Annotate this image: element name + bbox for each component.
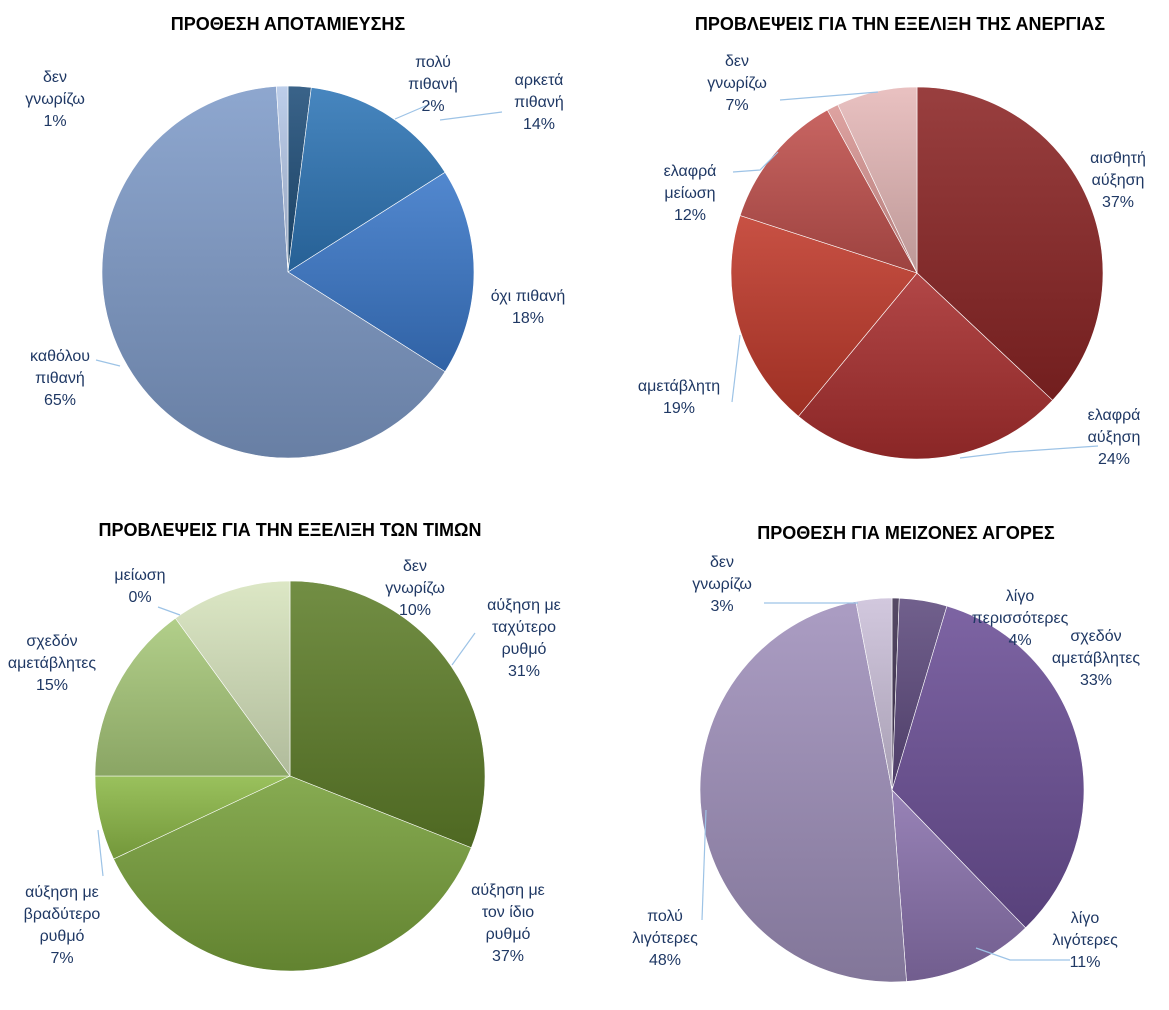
pie-slice [916, 86, 1104, 401]
slice-label: λίγο περισσότερες 4% [972, 588, 1069, 649]
slice-label: μείωση 0% [114, 567, 165, 606]
pie-chart-prices-forecast: ΠΡΟΒΛΕΨΕΙΣ ΓΙΑ ΤΗΝ ΕΞΕΛΙΞΗ ΤΩΝ ΤΙΜΩΝ αύξη… [8, 520, 561, 972]
slice-label: δεν γνωρίζω 10% [385, 558, 445, 619]
pie-chart-major-purchases: ΠΡΟΘΕΣΗ ΓΙΑ ΜΕΙΖΟΝΕΣ ΑΓΟΡΕΣ λίγο περισσότε… [632, 523, 1141, 983]
slice-label: πολύ πιθανή 2% [408, 54, 458, 115]
slice-label: δεν γνωρίζω 1% [25, 69, 85, 130]
slice-label: αύξηση με ταχύτερο ρυθμό 31% [487, 597, 561, 680]
slice-label: αισθητή αύξηση 37% [1090, 150, 1146, 211]
slice-label: δεν γνωρίζω 3% [692, 554, 752, 615]
leader-line [157, 606, 181, 616]
pie-slice [276, 85, 289, 273]
slice-label: ελαφρά μείωση 12% [664, 163, 717, 224]
pie-slice [798, 272, 1054, 460]
pie [94, 580, 486, 972]
leader-line [779, 91, 879, 101]
chart-title: ΠΡΟΒΛΕΨΕΙΣ ΓΙΑ ΤΗΝ ΕΞΕΛΙΞΗ ΤΩΝ ΤΙΜΩΝ [99, 520, 482, 540]
pie-slice [855, 597, 893, 791]
chart-title: ΠΡΟΒΛΕΨΕΙΣ ΓΙΑ ΤΗΝ ΕΞΕΛΙΞΗ ΤΗΣ ΑΝΕΡΓΙΑΣ [695, 14, 1105, 34]
pie-slice [837, 86, 918, 274]
slice-label: σχεδόν αμετάβλητες 33% [1052, 628, 1141, 689]
pie-slice [174, 580, 291, 777]
pie-slice [287, 87, 446, 273]
slice-label: ελαφρά αύξηση 24% [1088, 407, 1141, 468]
slice-label: καθόλου πιθανή 65% [30, 348, 90, 409]
leader-line [394, 103, 431, 120]
slice-label: πολύ λιγότερες 48% [632, 908, 698, 969]
slice-label: λίγο λιγότερες 11% [1052, 910, 1118, 971]
pie-slice [289, 580, 486, 849]
leader-line [731, 334, 741, 403]
slice-label: αύξηση με τον ίδιο ρυθμό 37% [471, 882, 545, 965]
pie-slice [94, 617, 291, 777]
pie [101, 85, 475, 459]
slice-label: αύξηση με βραδύτερο ρυθμό 7% [24, 884, 101, 967]
leader-line [97, 829, 104, 877]
pie-slice [739, 109, 918, 274]
pie-slice [699, 601, 907, 983]
pie-slice [891, 605, 1085, 929]
slice-label: σχεδόν αμετάβλητες 15% [8, 633, 97, 694]
leader-line [959, 445, 1099, 459]
pie-slice [113, 775, 472, 972]
leader-line [451, 632, 476, 666]
pie-slice [730, 215, 918, 417]
slice-label: όχι πιθανή 18% [491, 288, 566, 327]
pie [699, 597, 1085, 983]
slice-label: δεν γνωρίζω 7% [707, 53, 767, 114]
leader-line [732, 151, 779, 173]
pie-slice [891, 789, 1027, 982]
pie-chart-unemployment-forecast: ΠΡΟΒΛΕΨΕΙΣ ΓΙΑ ΤΗΝ ΕΞΕΛΙΞΗ ΤΗΣ ΑΝΕΡΓΙΑΣ α… [638, 14, 1146, 468]
leader-line [701, 809, 707, 921]
pie-slice [101, 86, 446, 459]
chart-title: ΠΡΟΘΕΣΗ ΓΙΑ ΜΕΙΖΟΝΕΣ ΑΓΟΡΕΣ [757, 523, 1055, 543]
slice-label: αρκετά πιθανή 14% [514, 72, 564, 133]
chart-title: ΠΡΟΘΕΣΗ ΑΠΟΤΑΜΙΕΥΣΗΣ [171, 14, 406, 34]
pie-slice [287, 171, 475, 373]
leader-line [95, 359, 121, 367]
leader-line [439, 111, 503, 121]
slice-label: αμετάβλητη 19% [638, 378, 720, 417]
pie [730, 86, 1104, 460]
leader-line [975, 947, 1070, 961]
